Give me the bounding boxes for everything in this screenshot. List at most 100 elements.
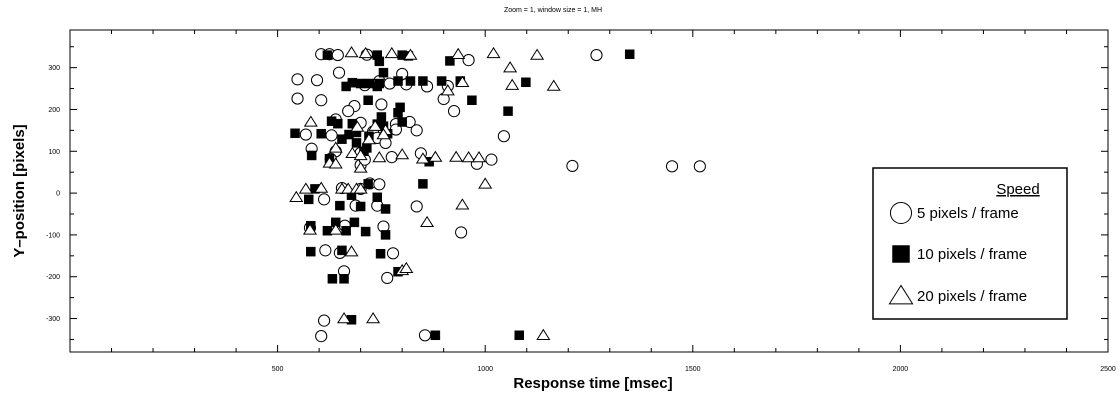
data-point-triangle — [366, 312, 381, 324]
legend-item: 5 pixels / frame — [889, 201, 1019, 225]
data-point-triangle — [341, 182, 356, 194]
data-point-triangle — [486, 46, 501, 59]
data-point-circle — [497, 130, 510, 143]
data-point-circle — [385, 151, 398, 164]
data-point-square — [339, 274, 349, 284]
data-point-triangle — [455, 75, 470, 87]
data-point-square — [374, 56, 385, 67]
data-point-circle — [375, 98, 388, 111]
data-point-square — [303, 194, 314, 205]
series-square — [290, 49, 635, 341]
data-point-square — [316, 128, 326, 139]
data-point-triangle — [314, 181, 329, 193]
x-tick-label: 500 — [272, 366, 284, 373]
data-point-triangle — [376, 128, 391, 140]
data-point-triangle — [344, 245, 359, 257]
data-point-triangle — [505, 78, 520, 90]
data-point-square — [375, 248, 386, 259]
data-point-square — [337, 134, 347, 144]
data-point-square — [363, 95, 373, 106]
y-axis-label: Y–position [pixels] — [11, 124, 28, 257]
data-point-triangle — [403, 48, 418, 60]
data-point-triangle — [328, 157, 343, 169]
data-point-triangle — [353, 161, 368, 173]
data-point-triangle — [455, 198, 470, 210]
data-point-circle — [447, 105, 461, 118]
data-point-circle — [318, 193, 331, 206]
data-point-triangle — [415, 152, 430, 164]
data-point-square — [349, 217, 360, 228]
data-point-circle — [455, 226, 468, 239]
data-point-circle — [381, 271, 394, 285]
data-point-triangle — [350, 120, 365, 132]
data-point-square — [322, 50, 333, 60]
legend-label: 10 pixels / frame — [917, 246, 1027, 263]
data-point-triangle — [530, 48, 545, 60]
data-point-square — [418, 179, 428, 189]
x-tick-label: 2000 — [893, 366, 909, 373]
data-point-triangle — [384, 46, 399, 59]
legend-item: 20 pixels / frame — [888, 284, 1027, 305]
data-point-triangle — [428, 150, 443, 162]
y-tick-label: 200 — [48, 107, 60, 114]
data-point-circle — [590, 49, 603, 62]
data-point-circle — [410, 124, 423, 137]
legend-marker-triangle — [888, 284, 914, 305]
data-point-triangle — [345, 146, 360, 159]
data-point-triangle — [440, 84, 455, 96]
legend-label: 20 pixels / frame — [917, 288, 1027, 305]
y-tick-label: -100 — [46, 232, 60, 239]
data-point-circle — [665, 160, 679, 173]
data-point-triangle — [358, 46, 373, 59]
data-point-triangle — [451, 47, 466, 59]
data-point-square — [393, 76, 403, 86]
data-point-circle — [318, 314, 331, 327]
plot-frame — [69, 29, 1109, 353]
series-triangle — [289, 46, 561, 340]
legend: Speed 5 pixels / frame 10 pixels / frame 2… — [872, 167, 1068, 320]
x-tick-label: 1500 — [685, 366, 701, 373]
data-point-circle — [291, 73, 304, 86]
x-tick-label: 1000 — [477, 366, 493, 373]
data-point-square — [363, 179, 373, 189]
data-point-circle — [332, 66, 346, 79]
data-point-circle — [462, 54, 475, 67]
data-points — [289, 46, 706, 343]
data-point-triangle — [336, 312, 352, 324]
data-point-square — [327, 274, 338, 284]
data-point-square — [341, 225, 351, 236]
x-tick-label: 2500 — [1100, 366, 1116, 373]
data-point-square — [333, 118, 343, 129]
data-point-square — [393, 108, 403, 118]
y-tick-label: 300 — [48, 65, 60, 72]
data-point-circle — [310, 74, 324, 87]
tick-labels: 500 1000 1500 2000 2500 -300 -200 -100 0 100 200 30… — [46, 65, 1116, 373]
data-point-circle — [325, 129, 338, 142]
y-tick-label: -200 — [46, 274, 60, 281]
data-point-triangle — [395, 148, 410, 160]
data-point-square — [355, 201, 366, 212]
data-point-triangle — [361, 133, 376, 145]
axis-ticks — [70, 30, 1108, 352]
data-point-circle — [342, 105, 355, 118]
data-point-square — [430, 330, 441, 341]
data-point-triangle — [344, 46, 359, 58]
data-point-triangle — [471, 151, 487, 163]
data-point-triangle — [328, 223, 343, 235]
legend-marker-circle — [889, 201, 913, 225]
y-tick-label: 100 — [48, 149, 60, 156]
data-point-square — [290, 128, 300, 139]
data-point-square — [503, 106, 513, 116]
data-point-square — [521, 77, 531, 88]
data-point-square — [445, 56, 455, 66]
data-point-triangle — [478, 177, 493, 189]
chart-title: Zoom = 1, window size = 1, MH — [504, 7, 602, 14]
legend-item: 10 pixels / frame — [892, 245, 1027, 263]
data-point-square — [405, 76, 416, 86]
data-point-square — [372, 192, 382, 203]
data-point-square — [306, 246, 316, 257]
data-point-circle — [693, 160, 706, 173]
data-point-square — [306, 150, 317, 161]
data-point-triangle — [449, 150, 464, 162]
data-point-triangle — [372, 151, 387, 163]
